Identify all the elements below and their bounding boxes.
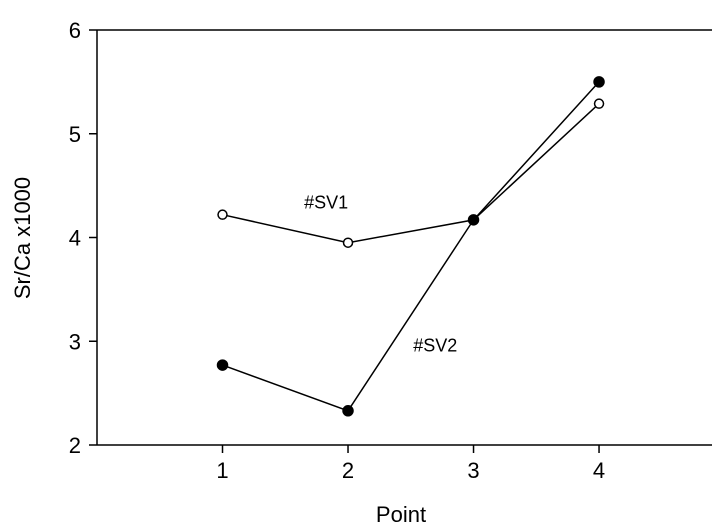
- annotations: #SV1 #SV2: [304, 192, 457, 355]
- data-point-filled: [342, 405, 354, 417]
- x-tick-label: 2: [342, 458, 354, 483]
- data-point-open: [342, 237, 354, 248]
- y-tick-label: 3: [69, 329, 81, 354]
- x-tick-label: 1: [216, 458, 228, 483]
- y-tick-label: 2: [69, 433, 81, 458]
- y-axis-title: Sr/Ca x1000: [10, 177, 35, 299]
- data-point-filled: [467, 214, 480, 226]
- series-annotation: #SV1: [304, 192, 348, 212]
- y-tick-label: 4: [69, 226, 81, 251]
- series-line: [222, 81, 600, 412]
- y-tick-label: 5: [69, 122, 81, 147]
- data-point-filled: [216, 359, 229, 371]
- data-point-filled: [593, 76, 605, 88]
- x-tick-label: 3: [467, 458, 479, 483]
- ticks: 1 2 3 4 2 3 4 5 6: [69, 18, 605, 483]
- data-point-open: [217, 209, 228, 220]
- data-point-open: [593, 98, 605, 109]
- y-tick-label: 6: [69, 18, 81, 43]
- series-layer: [216, 76, 605, 417]
- series-line: [222, 103, 600, 244]
- axes: [96, 29, 712, 446]
- series-annotation: #SV2: [413, 336, 457, 356]
- x-axis-title: Point: [376, 502, 426, 527]
- x-tick-label: 4: [593, 458, 605, 483]
